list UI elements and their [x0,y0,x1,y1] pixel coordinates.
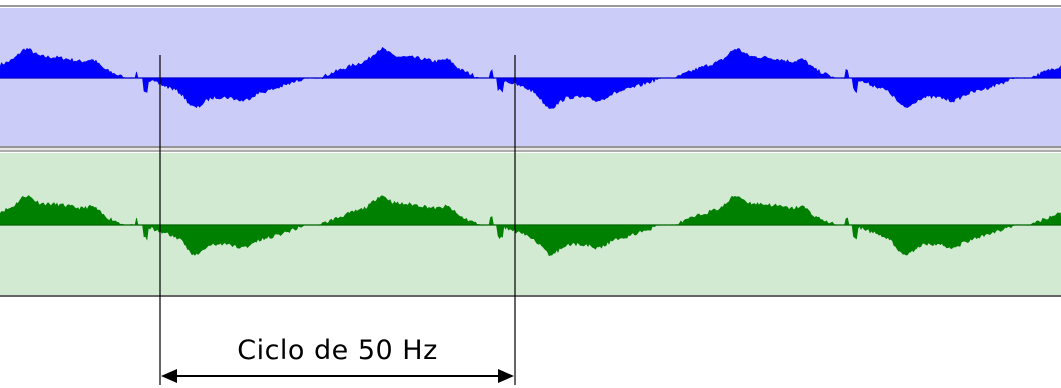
track-2-background [0,153,1061,295]
track-1-background [0,8,1061,146]
arrow-left-head [161,369,177,383]
track-1 [0,8,1061,146]
track-separator [0,146,1061,152]
arrow-right-head [498,369,514,383]
cycle-label: Ciclo de 50 Hz [237,335,438,366]
track-2 [0,153,1061,295]
cycle-double-arrow [161,369,514,383]
